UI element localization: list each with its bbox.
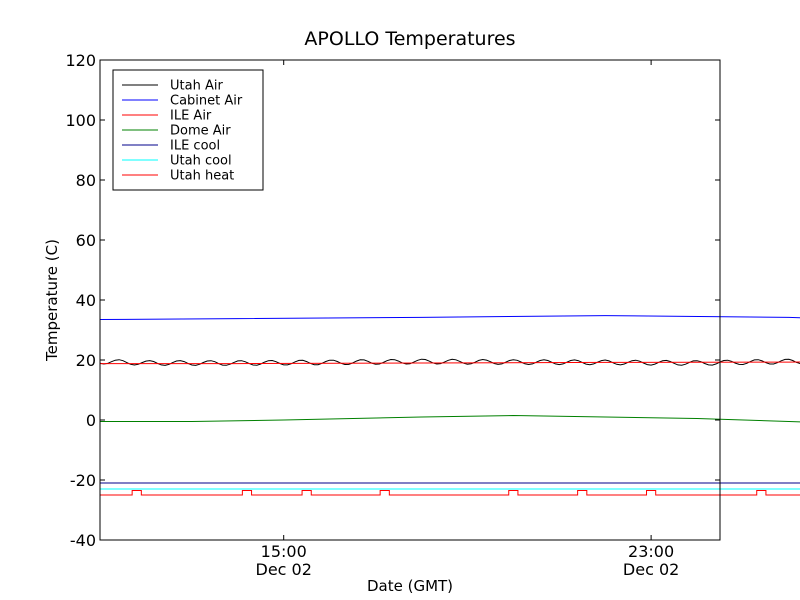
- y-tick-label: 100: [65, 111, 96, 130]
- y-axis-label: Temperature (C): [43, 239, 61, 362]
- y-tick-label: 20: [76, 351, 96, 370]
- y-tick-label: 120: [65, 51, 96, 70]
- y-tick-label: 80: [76, 171, 96, 190]
- x-tick-time: 15:00: [261, 542, 307, 561]
- y-axis: 120 100 80 60 40 20 0 -20 -40: [65, 51, 720, 550]
- y-tick-label: -20: [70, 471, 96, 490]
- legend-label-ile-air: ILE Air: [170, 109, 212, 124]
- series-line-utah-heat: [100, 490, 800, 496]
- legend-label-utah-air: Utah Air: [170, 79, 223, 94]
- legend-label-utah-heat: Utah heat: [170, 169, 234, 184]
- series-layer: [99, 315, 800, 496]
- series-dome-air: [100, 414, 800, 423]
- series-line-ile-cool: [100, 482, 800, 484]
- x-axis-label: Date (GMT): [367, 577, 453, 595]
- x-tick-date: Dec 02: [623, 560, 679, 579]
- legend-label-cabinet-air: Cabinet Air: [170, 94, 243, 109]
- legend-label-utah-cool: Utah cool: [170, 154, 232, 169]
- legend-label-ile-cool: ILE cool: [170, 139, 220, 154]
- series-ile-air: [100, 361, 800, 365]
- series-ile-cool: [100, 482, 800, 484]
- x-tick-date: Dec 02: [256, 560, 312, 579]
- y-tick-label: 0: [86, 411, 96, 430]
- y-tick-label: 60: [76, 231, 96, 250]
- plot-frame: [99, 59, 721, 541]
- series-line-dome-air: [100, 414, 800, 423]
- series-line-ile-air: [100, 361, 800, 365]
- series-line-utah-air: [99, 358, 800, 366]
- series-utah-air: [99, 358, 800, 366]
- x-tick-time: 23:00: [628, 542, 674, 561]
- y-tick-label: 40: [76, 291, 96, 310]
- series-utah-heat: [100, 490, 800, 496]
- chart-title: APOLLO Temperatures: [304, 28, 515, 50]
- y-tick-label: -40: [70, 531, 96, 550]
- legend-label-dome-air: Dome Air: [170, 124, 231, 139]
